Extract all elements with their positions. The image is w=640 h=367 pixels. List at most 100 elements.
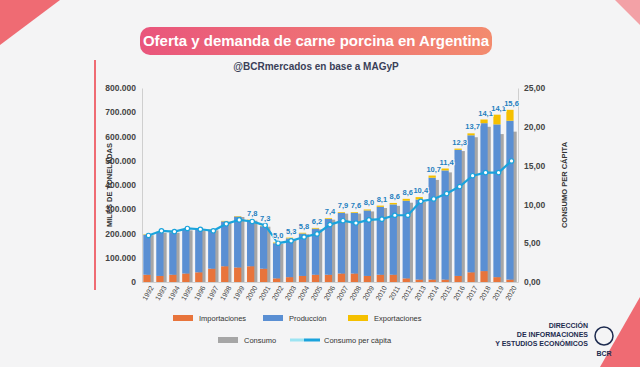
legend-swatch [290,339,304,342]
x-tick: 2019 [491,282,505,302]
bar [493,115,500,125]
marker [198,227,202,231]
x-tick: 2008 [348,282,362,302]
decor-bar [94,60,96,290]
footer: DIRECCIÓNDE INFORMACIONESY ESTUDIOS ECON… [495,321,613,357]
bar [480,271,487,282]
y-axis: 0100.000200.000300.000400.000500.000600.… [105,83,142,287]
x-tick: 2016 [452,282,466,302]
decor-corner [0,0,60,45]
x-tick-label: 1998 [219,284,233,301]
marker [354,221,358,225]
bar [364,209,371,211]
data-label: 12,3 [452,138,467,147]
bar [338,212,345,214]
bar [247,266,254,282]
marker [367,218,371,222]
marker [444,191,448,195]
x-tick: 2003 [284,282,298,302]
x-tick-label: 1995 [180,284,194,301]
bar [416,200,423,280]
data-label: 5,3 [286,227,296,236]
data-labels: 7,87,35,05,35,86,27,47,97,68,08,18,68,61… [247,99,519,241]
bar [506,110,513,121]
legend-swatch [304,339,320,342]
bar [442,170,449,279]
y-tick-label: 100.000 [105,253,136,263]
x-tick-label: 1996 [193,284,207,301]
data-label: 7,3 [260,214,270,223]
y2-tick-label: 0,00 [524,277,541,287]
marker [406,213,410,217]
bar [208,230,215,269]
marker [315,232,319,236]
bar [390,203,397,204]
bar [493,277,500,282]
bar [467,135,474,272]
logo-ring [595,327,613,345]
bar [442,169,449,171]
y-axis-line [142,89,143,283]
bar [454,149,461,150]
x-tick-label: 2020 [504,284,518,301]
x-tick: 2007 [335,282,349,302]
bar [429,176,436,178]
x-tick: 2014 [426,282,440,302]
x-tick: 2009 [361,282,375,302]
marker [483,170,487,174]
marker [328,222,332,226]
x-tick: 2006 [322,282,336,302]
data-label: 5,8 [299,222,309,231]
y2-tick-label: 25,00 [524,83,546,93]
bar [260,269,267,282]
x-tick: 1994 [167,282,181,302]
bar [467,272,474,282]
bar [403,199,410,201]
marker [263,223,267,227]
bar [390,275,397,282]
x-tick-label: 1992 [141,284,155,301]
x-tick-label: 2006 [322,284,336,301]
y-axis-title: MILES DE TONELADAS [105,143,114,227]
bar [325,218,332,220]
bar [442,280,449,282]
bar [351,212,358,214]
bar [299,234,306,276]
marker [237,218,241,222]
background [0,0,640,367]
y2-tick-label: 15,00 [524,161,546,171]
data-label: 6,2 [312,217,322,226]
x-tick-label: 2010 [374,284,388,301]
x-tick-label: 2018 [478,284,492,301]
bar [377,206,384,207]
marker [341,218,345,222]
marker [224,222,228,226]
marker [146,233,150,237]
bar [403,278,410,282]
bar [273,243,280,278]
bar [467,133,474,135]
bar [377,275,384,282]
data-label: 8,6 [390,192,400,201]
data-label: 13,7 [465,122,480,131]
logo-text: BCR [596,350,611,357]
bar [143,275,150,282]
x-tick: 1998 [219,282,233,302]
plot-area [143,110,516,282]
overlay-series [146,127,516,282]
x-tick-label: 2015 [439,284,453,301]
x-tick: 2005 [309,282,323,302]
x-tick: 2004 [297,282,311,302]
y-tick: 800.000 [105,83,142,93]
bar [312,227,319,229]
x-tick: 2015 [439,282,453,302]
bar [195,230,202,272]
x-axis-line [143,282,519,283]
bar [377,207,384,275]
data-label: 11,4 [440,158,455,167]
y2-tick-label: 5,00 [524,238,541,248]
x-tick-label: 2014 [426,284,440,301]
y-tick: 600.000 [105,132,142,142]
marker [496,170,500,174]
bar [247,220,254,266]
